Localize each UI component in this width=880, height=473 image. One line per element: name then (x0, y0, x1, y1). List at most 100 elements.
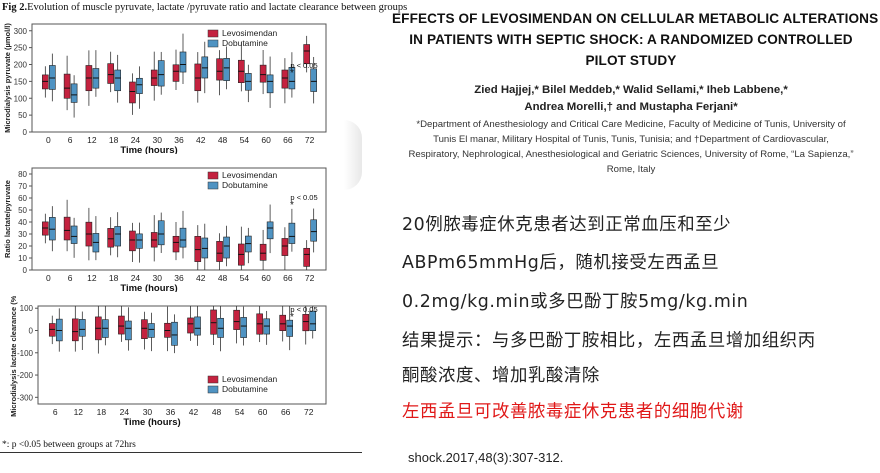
x-tick-label: 48 (212, 407, 222, 417)
box (118, 315, 125, 335)
affiliation-line: Respiratory, Nephrological, Anesthesiolo… (408, 149, 854, 160)
significance-star: * (290, 68, 294, 79)
box (210, 309, 217, 335)
box (194, 236, 202, 262)
legend-swatch (207, 181, 219, 190)
x-tick-label: 42 (189, 407, 199, 417)
legend-swatch (207, 39, 219, 48)
box (259, 64, 267, 83)
x-tick-label: 12 (74, 407, 84, 417)
author-line: Andrea Morelli,† and Mustapha Ferjani* (524, 101, 738, 113)
y-tick-label: 20 (18, 242, 27, 251)
x-tick-label: 36 (174, 135, 184, 145)
figure-footnote: *: p <0.05 between groups at 72hrs (2, 440, 136, 450)
affiliation-line: *Department of Anesthesiology and Critic… (416, 119, 846, 130)
x-tick-label: 0 (46, 273, 51, 283)
x-tick-label: 72 (305, 273, 315, 283)
x-tick-label: 54 (240, 273, 250, 283)
plot-frame (31, 167, 327, 271)
box (70, 83, 78, 103)
box (42, 74, 49, 90)
box (303, 44, 310, 65)
x-tick-label: 0 (46, 135, 51, 145)
box (129, 81, 136, 104)
significance-star: * (290, 200, 294, 211)
box (172, 235, 180, 253)
box (288, 67, 296, 90)
legend-swatch (207, 29, 219, 38)
box (63, 73, 71, 99)
box (72, 318, 79, 342)
legend-label: Dobutamine (222, 180, 268, 190)
legend-label: Dobutamine (222, 38, 268, 48)
x-tick-label: 36 (166, 407, 176, 417)
y-tick-label: 30 (18, 230, 27, 239)
x-tick-label: 48 (218, 273, 228, 283)
x-tick-label: 66 (283, 273, 293, 283)
y-tick-label: -200 (17, 371, 34, 380)
x-tick-label: 66 (281, 407, 291, 417)
panel-lactate-clearance: 100 0 -100 -200 -300 Microdialysis lactate cl… (0, 296, 362, 428)
y-tick-label: 200 (14, 61, 28, 70)
x-tick-label: 48 (218, 135, 228, 145)
x-tick-label: 6 (68, 135, 73, 145)
x-tick-label: 36 (174, 273, 184, 283)
box (259, 243, 267, 261)
y-tick-label: 70 (18, 182, 27, 191)
box (216, 58, 223, 81)
title-line: PILOT STUDY (585, 53, 677, 68)
box (141, 319, 148, 339)
x-tick-label: 18 (97, 407, 107, 417)
summary-line: ABPm65mmHg后，随机接受左西孟旦 (402, 253, 720, 273)
title-line: IN PATIENTS WITH SEPTIC SHOCK: A RANDOMI… (409, 32, 853, 47)
y-axis-label: Microdialysis lactate clearance (%) (9, 296, 18, 417)
box (129, 230, 136, 252)
summary-line: 0.2mg/kg.min或多巴酚丁胺5mg/kg.min (402, 292, 749, 312)
box (233, 309, 240, 330)
panel-lactate-pyruvate-ratio: 0 10 20 30 40 50 60 70 80 Ratio lactate/pyruvate 0… (0, 160, 362, 292)
author-line: Zied Hajjej,* Bilel Meddeb,* Walid Sella… (474, 84, 788, 96)
x-tick-label: 24 (120, 407, 130, 417)
summary-conclusion: 左西孟旦可改善脓毒症休克患者的细胞代谢 (402, 402, 744, 422)
legend-swatch (207, 171, 219, 180)
affiliation-line: Tunis El manar, Military Hospital of Tun… (433, 134, 829, 145)
title-line: EFFECTS OF LEVOSIMENDAN ON CELLULAR META… (392, 11, 879, 26)
box (70, 225, 78, 244)
significance-annotation: p < 0.05 (290, 193, 317, 202)
legend-label: Levosimendan (222, 374, 278, 384)
box (172, 64, 180, 82)
paper-title: EFFECTS OF LEVOSIMENDAN ON CELLULAR META… (392, 8, 879, 71)
box (286, 319, 293, 337)
x-tick-label: 42 (196, 135, 206, 145)
box (79, 319, 86, 337)
affiliation-line: Rome, Italy (606, 164, 656, 175)
x-tick-label: 18 (109, 273, 119, 283)
x-tick-label: 42 (196, 273, 206, 283)
figure-caption: Fig 2.Evolution of muscle pyruvate, lact… (2, 2, 408, 13)
plot-frame (37, 305, 327, 405)
y-tick-label: 50 (18, 206, 27, 215)
summary-line: 酮酸浓度、增加乳酸清除 (402, 366, 600, 386)
box (309, 310, 317, 331)
box (179, 51, 187, 73)
box (310, 68, 317, 92)
box (310, 219, 317, 242)
y-tick-label: 150 (14, 77, 28, 86)
paper-affiliations: *Department of Anesthesiology and Critic… (394, 117, 868, 177)
y-tick-label: 250 (14, 44, 28, 53)
y-axis-label: Microdialysis pyruvate (µmol/l) (3, 23, 12, 133)
box (157, 220, 165, 246)
y-tick-label: -300 (17, 393, 34, 402)
legend-label: Levosimendan (222, 170, 278, 180)
summary-line: 结果提示：与多巴酚丁胺相比，左西孟旦增加组织丙 (402, 331, 816, 351)
y-tick-label: 40 (18, 218, 27, 227)
x-tick-label: 54 (240, 135, 250, 145)
summary-line: 20例脓毒症休克患者达到正常血压和至少 (402, 215, 732, 235)
x-tick-label: 6 (53, 407, 58, 417)
legend-label: Levosimendan (222, 28, 278, 38)
box (266, 221, 274, 240)
x-tick-label: 24 (131, 273, 141, 283)
x-tick-label: 18 (109, 135, 119, 145)
